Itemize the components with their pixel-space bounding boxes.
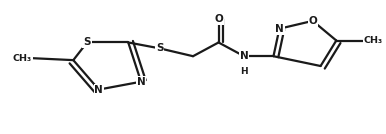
Text: S: S [156,43,163,53]
Text: O: O [214,14,223,24]
Text: N: N [95,85,103,95]
Text: N: N [275,24,284,34]
Text: CH₃: CH₃ [364,36,383,45]
Text: CH₃: CH₃ [13,54,32,63]
Text: N: N [137,77,146,87]
Text: O: O [308,16,317,26]
Text: S: S [83,38,91,47]
Text: H: H [240,67,248,76]
Text: N: N [240,51,249,61]
